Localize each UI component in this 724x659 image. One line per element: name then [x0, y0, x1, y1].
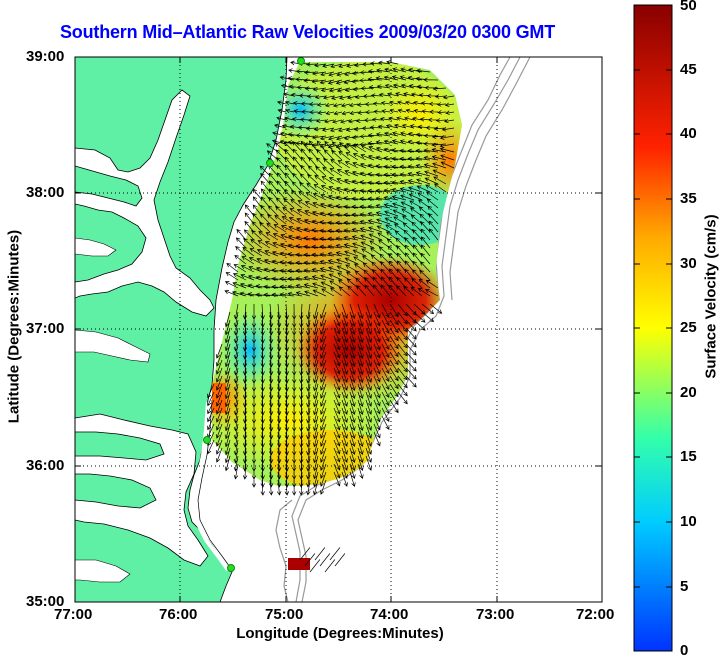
hf-radar-sites: [203, 57, 305, 572]
xtick-label: 77:00: [54, 606, 93, 623]
pamlico-sound: [75, 413, 209, 567]
colorbar-tick-label: 15: [680, 448, 697, 465]
axis-ticks: [75, 57, 602, 602]
colorbar-ticks: [634, 69, 672, 588]
colorbar-tick-label: 20: [680, 384, 697, 401]
xtick-label: 75:00: [265, 606, 304, 623]
ytick-label: 35:00: [26, 593, 65, 610]
x-axis-label: Longitude (Degrees:Minutes): [236, 625, 444, 642]
current-vectors: [207, 60, 455, 573]
xtick-label: 72:00: [576, 606, 615, 623]
ytick-label: 36:00: [26, 457, 65, 474]
colorbar-tick-label: 5: [680, 578, 689, 595]
colorbar-tick-label: 10: [680, 513, 697, 530]
vector-arrows: [207, 60, 455, 573]
colorbar-tick-label: 45: [680, 61, 697, 78]
xtick-label: 76:00: [159, 606, 198, 623]
colorbar-tick-label: 25: [680, 319, 697, 336]
colorbar-tick-label: 0: [680, 642, 689, 659]
ytick-label: 37:00: [26, 320, 65, 337]
colorbar-label: Surface Velocity (cm/s): [702, 214, 720, 379]
colorbar-tick-label: 30: [680, 255, 697, 272]
colorbar: [633, 4, 673, 652]
chesapeake-bay: [75, 89, 215, 317]
grid-lines: [75, 57, 602, 602]
ytick-label: 38:00: [26, 184, 65, 201]
ytick-label: 39:00: [26, 48, 65, 65]
xtick-label: 74:00: [370, 606, 409, 623]
colorbar-tick-label: 35: [680, 190, 697, 207]
radar-site: [266, 159, 274, 167]
xtick-label: 73:00: [476, 606, 515, 623]
y-axis-label: Latitude (Degrees:Minutes): [5, 229, 23, 424]
radar-site: [297, 57, 305, 65]
radar-site: [203, 436, 211, 444]
colorbar-tick-label: 40: [680, 125, 697, 142]
radar-site: [227, 564, 235, 572]
colorbar-tick-label: 50: [680, 0, 697, 14]
map-title: Southern Mid–Atlantic Raw Velocities 200…: [60, 22, 555, 42]
